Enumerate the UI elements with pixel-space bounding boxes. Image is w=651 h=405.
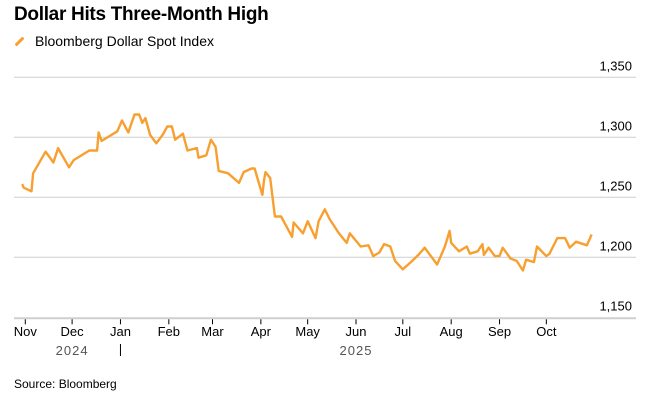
- x-tick-label: Mar: [201, 324, 224, 339]
- x-tick-label: Jul: [395, 324, 412, 339]
- legend: Bloomberg Dollar Spot Index: [14, 33, 214, 49]
- y-tick-label: 1,150: [599, 298, 632, 313]
- x-tick-label: Dec: [61, 324, 85, 339]
- x-tick-label: Jun: [346, 324, 367, 339]
- x-tick-label: Aug: [440, 324, 463, 339]
- chart-title: Dollar Hits Three-Month High: [14, 4, 269, 25]
- x-tick-label: Apr: [251, 324, 272, 339]
- x-tick-label: May: [295, 324, 320, 339]
- year-label: 2024: [56, 343, 89, 358]
- legend-label: Bloomberg Dollar Spot Index: [35, 33, 214, 49]
- source-note: Source: Bloomberg: [14, 377, 117, 391]
- x-tick-label: Jan: [110, 324, 131, 339]
- y-tick-label: 1,250: [599, 178, 632, 193]
- x-tick-label: Nov: [14, 324, 38, 339]
- year-label: 2025: [340, 343, 373, 358]
- x-tick-label: Oct: [536, 324, 557, 339]
- x-tick-label: Feb: [158, 324, 180, 339]
- y-tick-label: 1,350: [599, 58, 632, 73]
- y-tick-label: 1,200: [599, 238, 632, 253]
- series-line: [21, 113, 593, 272]
- y-tick-label: 1,300: [599, 118, 632, 133]
- x-tick-label: Sep: [488, 324, 511, 339]
